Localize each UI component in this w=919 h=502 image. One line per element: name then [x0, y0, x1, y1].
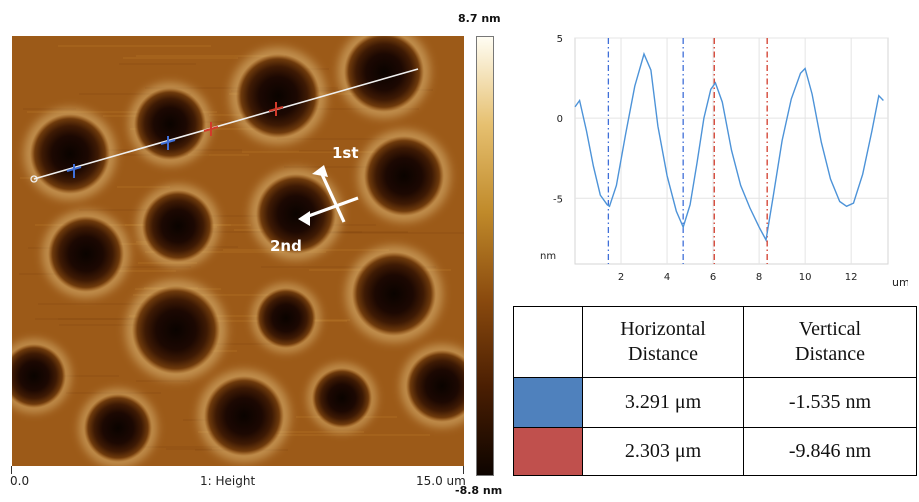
profile-grid	[574, 37, 889, 265]
pit	[142, 190, 214, 262]
pit	[48, 216, 124, 292]
profile-x-unit: um	[892, 276, 908, 289]
afm-image-svg: 1st 2nd	[12, 36, 464, 466]
header-vertical-distance: Vertical Distance	[743, 306, 917, 378]
table-row: 2.303 μm -9.846 nm	[513, 427, 917, 476]
pit	[256, 288, 316, 348]
x-tick-label: 4	[664, 272, 670, 283]
profile-x-ticks: 2 4 6 8 10 12	[618, 272, 858, 283]
pit	[406, 350, 464, 422]
table-header-row: Horizontal Distance Vertical Distance	[513, 306, 917, 378]
pit	[344, 36, 424, 112]
pit	[84, 394, 152, 462]
colorbar-max-label: 8.7 nm	[458, 12, 501, 25]
direction-arrows: 1st 2nd	[270, 144, 359, 255]
red-horizontal-value: 2.303 μm	[582, 427, 744, 476]
x-axis-tick-left	[11, 466, 12, 474]
marker-blue-2[interactable]	[160, 136, 176, 150]
channel-label: 1: Height	[200, 474, 256, 488]
x-axis-start-label: 0.0	[10, 474, 30, 488]
pit	[236, 54, 320, 138]
x-tick-label: 10	[799, 272, 812, 283]
arrow-1st-shaft	[318, 169, 346, 223]
blue-swatch-cell	[513, 377, 583, 428]
y-tick-label: 5	[557, 34, 563, 45]
red-swatch-cell	[513, 427, 583, 476]
header-horizontal-distance: Horizontal Distance	[582, 306, 744, 378]
arrow-2nd-shaft	[302, 196, 359, 220]
pit	[364, 136, 444, 216]
profile-line[interactable]	[33, 68, 419, 180]
pit	[352, 252, 436, 336]
blue-vertical-value: -1.535 nm	[743, 377, 917, 428]
profile-series-line	[574, 51, 884, 243]
afm-pits	[12, 36, 464, 462]
pit	[256, 174, 336, 254]
marker-red-1[interactable]	[203, 122, 219, 136]
arrow-2nd-label: 2nd	[270, 237, 302, 255]
marker-red-2[interactable]	[268, 102, 284, 116]
x-tick-label: 2	[618, 272, 624, 283]
pit	[132, 286, 220, 374]
cursor-markers	[66, 102, 284, 178]
y-tick-label: 0	[557, 114, 563, 125]
colorbar	[476, 36, 494, 476]
pit	[204, 376, 284, 456]
blue-horizontal-value: 3.291 μm	[582, 377, 744, 428]
table-row: 3.291 μm -1.535 nm	[513, 377, 917, 428]
profile-y-ticks: 5 0 -5	[553, 34, 563, 205]
marker-blue-1[interactable]	[66, 164, 82, 178]
pit	[12, 344, 66, 408]
y-tick-label: -5	[553, 194, 563, 205]
pit	[134, 88, 206, 160]
afm-height-image: 1st 2nd	[12, 36, 464, 466]
colorbar-min-label: -8.8 nm	[455, 484, 503, 497]
profile-y-unit: nm	[540, 251, 556, 262]
x-tick-label: 8	[756, 272, 762, 283]
arrow-2nd-head	[298, 211, 310, 226]
header-empty-cell	[513, 306, 583, 378]
distance-table: Horizontal Distance Vertical Distance 3.…	[513, 306, 917, 476]
x-tick-label: 6	[710, 272, 716, 283]
red-vertical-value: -9.846 nm	[743, 427, 917, 476]
x-tick-label: 12	[845, 272, 858, 283]
line-profile-chart: 5 0 -5 2 4 6 8 10 12 nm um	[540, 34, 908, 289]
arrow-1st-label: 1st	[332, 144, 359, 162]
pit	[30, 114, 110, 194]
arrow-1st-head	[312, 165, 328, 177]
profile-line-start[interactable]	[30, 175, 38, 183]
pit	[312, 368, 372, 428]
profile-cursor-lines	[607, 38, 768, 264]
x-axis-tick-right	[463, 466, 464, 474]
x-axis-end-label: 15.0 um	[416, 474, 466, 488]
